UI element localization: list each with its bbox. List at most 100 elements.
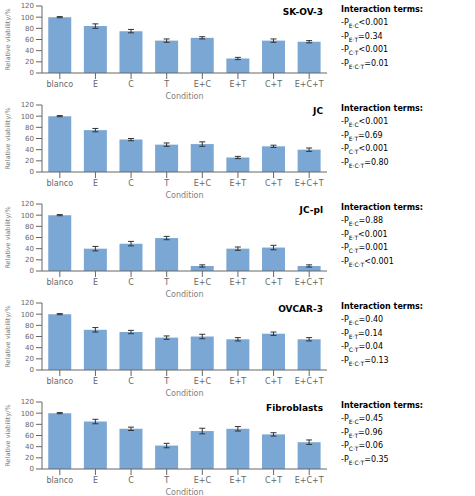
svg-text:100: 100 bbox=[21, 410, 34, 418]
svg-text:20: 20 bbox=[25, 256, 34, 264]
html-text:-PE·C·T=0.80: -PE·C·T=0.80 bbox=[341, 157, 389, 169]
html-text:-PE·T=0.96: -PE·T=0.96 bbox=[341, 427, 383, 439]
svg-text:60: 60 bbox=[25, 135, 34, 143]
html-text:-PE·C·T<0.001: -PE·C·T<0.001 bbox=[341, 256, 394, 268]
svg-text:E+C+T: E+C+T bbox=[295, 80, 324, 89]
svg-text:0: 0 bbox=[30, 366, 34, 374]
svg-text:40: 40 bbox=[25, 47, 34, 55]
svg-text:Condition: Condition bbox=[165, 389, 203, 396]
svg-text:E+T: E+T bbox=[230, 377, 247, 386]
svg-text:E+T: E+T bbox=[230, 179, 247, 188]
svg-text:C+T: C+T bbox=[265, 476, 282, 485]
svg-text:E+C: E+C bbox=[194, 80, 212, 89]
svg-text:C: C bbox=[128, 476, 134, 485]
html-text:-PE·T=0.34: -PE·T=0.34 bbox=[341, 31, 383, 43]
svg-text:E: E bbox=[93, 179, 98, 188]
html-text:-PE·C<0.001: -PE·C<0.001 bbox=[341, 117, 389, 128]
svg-text:60: 60 bbox=[25, 432, 34, 440]
svg-text:blanco: blanco bbox=[47, 377, 74, 386]
svg-text:80: 80 bbox=[25, 25, 34, 33]
svg-text:blanco: blanco bbox=[47, 80, 74, 89]
svg-text:Relative viability/%: Relative viability/% bbox=[4, 305, 12, 367]
svg-text:100: 100 bbox=[21, 14, 34, 22]
html-text:-PE·C·T=0.35: -PE·C·T=0.35 bbox=[341, 454, 389, 466]
svg-text:120: 120 bbox=[21, 2, 34, 10]
svg-text:E+T: E+T bbox=[230, 476, 247, 485]
svg-text:T: T bbox=[163, 278, 169, 287]
svg-text:E+C: E+C bbox=[194, 278, 212, 287]
svg-text:60: 60 bbox=[25, 36, 34, 44]
svg-text:80: 80 bbox=[25, 124, 34, 132]
svg-text:Condition: Condition bbox=[165, 191, 203, 198]
svg-text:40: 40 bbox=[25, 443, 34, 451]
svg-text:100: 100 bbox=[21, 113, 34, 121]
svg-text:120: 120 bbox=[21, 200, 34, 208]
svg-text:80: 80 bbox=[25, 421, 34, 429]
svg-text:40: 40 bbox=[25, 344, 34, 352]
svg-text:E: E bbox=[93, 278, 98, 287]
svg-text:E+T: E+T bbox=[230, 278, 247, 287]
svg-text:20: 20 bbox=[25, 355, 34, 363]
svg-text:E+C: E+C bbox=[194, 377, 212, 386]
html-text:-PE·T=0.14: -PE·T=0.14 bbox=[341, 328, 383, 340]
svg-text:E: E bbox=[93, 476, 98, 485]
svg-text:20: 20 bbox=[25, 454, 34, 462]
svg-text:Condition: Condition bbox=[165, 92, 203, 99]
svg-text:20: 20 bbox=[25, 58, 34, 66]
svg-text:Relative viability/%: Relative viability/% bbox=[4, 107, 12, 169]
svg-text:Relative viability/%: Relative viability/% bbox=[4, 8, 12, 70]
svg-text:blanco: blanco bbox=[47, 476, 74, 485]
svg-text:C: C bbox=[128, 80, 134, 89]
svg-text:Condition: Condition bbox=[165, 488, 203, 495]
svg-text:120: 120 bbox=[21, 101, 34, 109]
svg-text:blanco: blanco bbox=[47, 278, 74, 287]
svg-text:C+T: C+T bbox=[265, 80, 282, 89]
svg-text:T: T bbox=[163, 179, 169, 188]
svg-text:C+T: C+T bbox=[265, 377, 282, 386]
svg-text:120: 120 bbox=[21, 299, 34, 307]
svg-text:60: 60 bbox=[25, 333, 34, 341]
svg-text:C: C bbox=[128, 278, 134, 287]
html-text:-PE·C<0.001: -PE·C<0.001 bbox=[341, 18, 389, 29]
svg-text:0: 0 bbox=[30, 168, 34, 176]
svg-text:Relative viability/%: Relative viability/% bbox=[4, 206, 12, 268]
svg-text:E+C+T: E+C+T bbox=[295, 476, 324, 485]
html-text:-PE·T=0.69: -PE·T=0.69 bbox=[341, 130, 383, 142]
svg-text:E+C: E+C bbox=[194, 476, 212, 485]
svg-text:E+C+T: E+C+T bbox=[295, 377, 324, 386]
svg-text:40: 40 bbox=[25, 245, 34, 253]
svg-text:C: C bbox=[128, 179, 134, 188]
svg-text:40: 40 bbox=[25, 146, 34, 154]
svg-text:20: 20 bbox=[25, 157, 34, 165]
svg-text:T: T bbox=[163, 476, 169, 485]
svg-text:E+C: E+C bbox=[194, 179, 212, 188]
svg-text:E+C+T: E+C+T bbox=[295, 278, 324, 287]
svg-text:120: 120 bbox=[21, 398, 34, 406]
svg-text:T: T bbox=[163, 377, 169, 386]
html-text:-PC·T<0.001: -PC·T<0.001 bbox=[341, 144, 389, 155]
svg-text:E: E bbox=[93, 80, 98, 89]
svg-text:E+T: E+T bbox=[230, 80, 247, 89]
html-text:-PE·C·T=0.01: -PE·C·T=0.01 bbox=[341, 58, 389, 70]
svg-text:100: 100 bbox=[21, 212, 34, 220]
svg-text:Relative viability/%: Relative viability/% bbox=[4, 404, 12, 466]
svg-text:C+T: C+T bbox=[265, 179, 282, 188]
html-text:-PE·C=0.88: -PE·C=0.88 bbox=[341, 216, 384, 227]
svg-text:100: 100 bbox=[21, 311, 34, 319]
svg-text:60: 60 bbox=[25, 234, 34, 242]
svg-text:C+T: C+T bbox=[265, 278, 282, 287]
svg-text:80: 80 bbox=[25, 223, 34, 231]
svg-text:80: 80 bbox=[25, 322, 34, 330]
svg-text:blanco: blanco bbox=[47, 179, 74, 188]
svg-text:E: E bbox=[93, 377, 98, 386]
html-text:-PE·C·T=0.13: -PE·C·T=0.13 bbox=[341, 355, 389, 367]
svg-text:0: 0 bbox=[30, 267, 34, 275]
svg-text:C: C bbox=[128, 377, 134, 386]
svg-text:0: 0 bbox=[30, 69, 34, 77]
svg-text:E+C+T: E+C+T bbox=[295, 179, 324, 188]
svg-text:0: 0 bbox=[30, 465, 34, 473]
html-text:-PC·T<0.001: -PC·T<0.001 bbox=[341, 45, 389, 56]
svg-text:Condition: Condition bbox=[165, 290, 203, 297]
html-text:-PE·T<0.001: -PE·T<0.001 bbox=[341, 229, 388, 241]
svg-text:T: T bbox=[163, 80, 169, 89]
